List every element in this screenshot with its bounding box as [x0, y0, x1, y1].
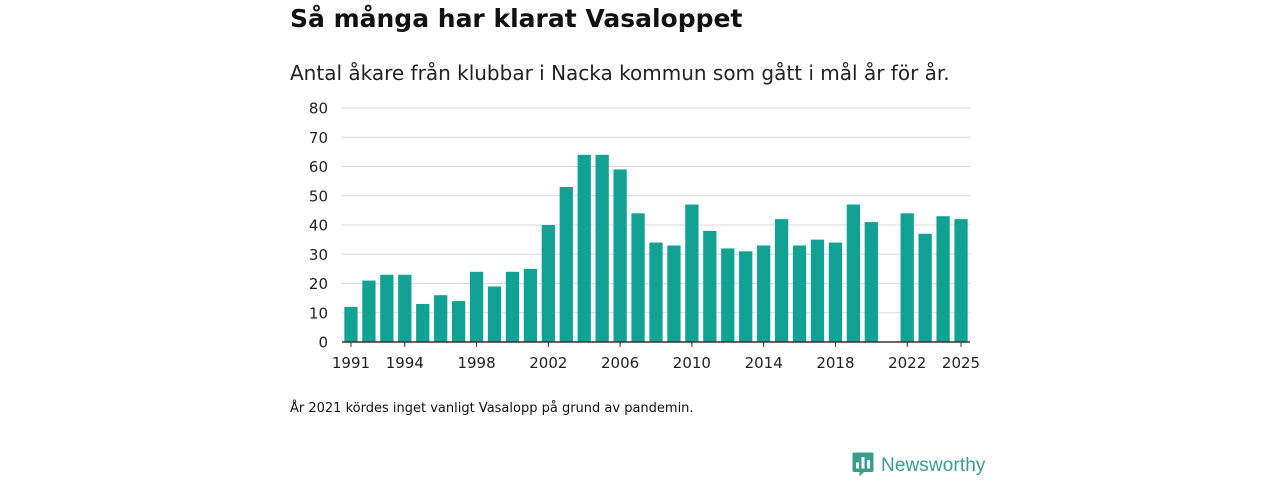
- bar-2018: 2018: 34: [828, 242, 843, 342]
- x-tick-label: 2018: [816, 354, 854, 372]
- y-tick-label: 10: [309, 304, 328, 322]
- y-tick-label: 60: [309, 158, 328, 176]
- bar-2025: 2025: 42: [954, 219, 968, 342]
- bar-2006: 2006: 59: [613, 169, 627, 342]
- chart-subtitle: Antal åkare från klubbar i Nacka kommun …: [290, 61, 950, 85]
- bar-2010: 2010: 47: [685, 204, 699, 342]
- y-tick-label: 40: [309, 217, 328, 235]
- bar-2003: 2003: 53: [559, 186, 573, 342]
- brand-name: Newsworthy: [881, 455, 986, 476]
- brand-logo[interactable]: Newsworthy: [852, 452, 985, 480]
- bar-2011: 2011: 38: [703, 230, 717, 342]
- bar-1993: 1993: 23: [380, 274, 394, 342]
- x-tick-label: 1994: [386, 354, 424, 372]
- bar-2019: 2019: 47: [846, 204, 861, 342]
- bar-2022: 2022: 44: [900, 213, 914, 342]
- x-tick-label: 2002: [529, 354, 567, 372]
- newsworthy-logo-icon: [852, 451, 874, 482]
- bar-2024: 2024: 43: [936, 216, 950, 342]
- x-tick-label: 1998: [457, 354, 495, 372]
- x-tick-label: 2025: [942, 354, 980, 372]
- x-tick-label: 2022: [888, 354, 926, 372]
- bar-1999: 1999: 19: [487, 286, 502, 342]
- bar-1998: 1998: 24: [469, 271, 484, 342]
- x-tick-label: 2014: [745, 354, 783, 372]
- bar-2020: 2020: 41: [864, 222, 878, 342]
- chart-title: Så många har klarat Vasaloppet: [290, 4, 743, 33]
- bar-2023: 2023: 37: [918, 233, 932, 342]
- y-tick-label: 80: [309, 100, 328, 118]
- bar-1996: 1996: 16: [434, 295, 448, 342]
- y-tick-label: 30: [309, 246, 328, 264]
- bar-2015: 2015: 42: [774, 219, 789, 342]
- y-tick-label: 50: [309, 187, 328, 205]
- bar-2004: 2004: 64: [577, 154, 591, 342]
- bar-2013: 2013: 31: [739, 251, 753, 342]
- bar-2014: 2014: 33: [757, 245, 771, 342]
- bars: 1991: 12 1992: 21 1993: 23 1994: 23 1995: 13…: [344, 154, 968, 342]
- bar-2005: 2005: 64: [595, 154, 609, 342]
- y-axis-ticks: 0 10 20 30 40 50 60 70 80: [309, 100, 328, 352]
- chart-footnote: År 2021 kördes inget vanligt Vasalopp på…: [290, 401, 694, 416]
- x-tick-label: 2010: [673, 354, 711, 372]
- bar-2000: 2000: 24: [505, 271, 520, 342]
- bar-2002: 2002: 40: [541, 225, 555, 342]
- bar-1997: 1997: 14: [451, 301, 466, 342]
- bar-2009: 2009: 33: [667, 245, 681, 342]
- y-tick-label: 0: [318, 334, 328, 352]
- bar-2007: 2007: 44: [631, 213, 645, 342]
- bar-1994: 1994: 23: [398, 274, 412, 342]
- x-tick-label: 1991: [332, 354, 370, 372]
- x-axis: 1991 1994 1998 2002 2006 2010 2014 2018 2022 2025: [332, 341, 980, 372]
- bar-2008: 2008: 34: [649, 242, 663, 342]
- bar-2017: 2017: 35: [810, 239, 825, 342]
- bar-1991: 1991: 12: [344, 306, 358, 342]
- bar-1992: 1992: 21: [362, 280, 376, 342]
- x-tick-label: 2006: [601, 354, 639, 372]
- bar-2016: 2016: 33: [792, 245, 807, 342]
- bar-2012: 2012: 32: [721, 248, 735, 342]
- y-tick-label: 70: [309, 129, 328, 147]
- bar-2001: 2001: 25: [523, 268, 538, 342]
- y-tick-label: 20: [309, 275, 328, 293]
- bar-1995: 1995: 13: [416, 303, 430, 342]
- bar-chart: 0 10 20 30 40 50 60 70 80 1991: 12 1992: 21 1993: …: [309, 100, 980, 373]
